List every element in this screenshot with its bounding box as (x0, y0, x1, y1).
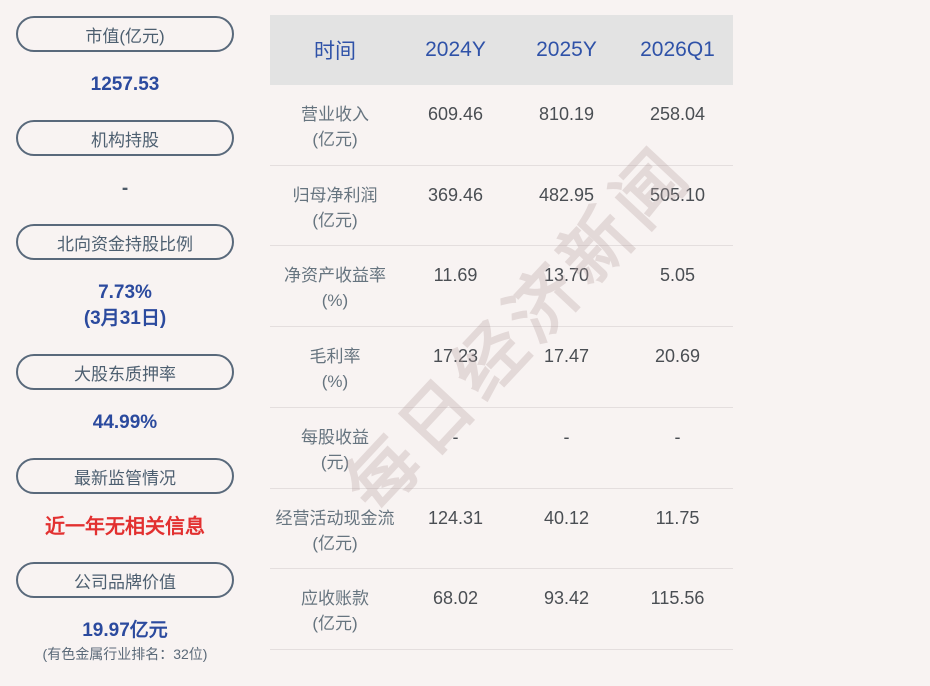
row-label-name: 毛利率 (309, 347, 361, 367)
info-item-institutional-holdings: 机构持股 - (16, 120, 234, 202)
table-row: 营业收入 (亿元) 609.46 810.19 258.04 (270, 85, 733, 166)
pill-major-shareholder-pledge-ratio[interactable]: 大股东质押率 (16, 354, 234, 390)
row-label-unit: (亿元) (312, 614, 358, 634)
sidebar: 市值(亿元) 1257.53 机构持股 - 北向资金持股比例 7.73% (3月31日) 大股… (16, 16, 234, 686)
row-label: 毛利率 (%) (270, 344, 400, 394)
column-header-2024Y: 2024Y (425, 38, 486, 61)
row-label-unit: (亿元) (312, 130, 358, 149)
row-label: 营业收入 (亿元) (270, 102, 400, 152)
row-label-name: 营业收入 (301, 105, 369, 124)
cell-value: 17.23 (432, 346, 479, 367)
cell-value: - (674, 426, 681, 447)
row-label-name: 经营活动现金流 (275, 508, 395, 528)
row-label: 每股收益 (元) (270, 425, 400, 475)
cell-value: 810.19 (538, 104, 595, 124)
row-label-name: 每股收益 (301, 427, 369, 447)
value-note-company-brand-value: (有色金属行业排名：32位) (42, 646, 208, 662)
value-company-brand-value: 19.97亿元 (有色金属行业排名：32位) (16, 618, 234, 664)
pill-latest-regulatory-status[interactable]: 最新监管情况 (16, 458, 234, 494)
pill-company-brand-value[interactable]: 公司品牌价值 (16, 562, 234, 598)
row-label-name: 归母净利润 (292, 185, 378, 205)
row-label-unit: (元) (320, 452, 350, 472)
pill-northbound-holding-ratio[interactable]: 北向资金持股比例 (16, 224, 234, 260)
table-row: 应收账款 (亿元) 68.02 93.42 115.56 (270, 569, 733, 650)
value-line: (3月31日) (83, 308, 167, 329)
value-major-shareholder-pledge-ratio: 44.99% (16, 410, 234, 436)
table-header-row: 时间 2024Y 2025Y 2026Q1 (270, 15, 733, 85)
cell-value: 40.12 (543, 507, 590, 528)
info-item-company-brand-value: 公司品牌价值 19.97亿元 (有色金属行业排名：32位) (16, 562, 234, 664)
pill-market-cap[interactable]: 市值(亿元) (16, 16, 234, 52)
cell-value: 505.10 (649, 184, 706, 205)
cell-value: 68.02 (432, 588, 479, 609)
column-header-2025Y: 2025Y (536, 38, 597, 61)
cell-value: 609.46 (427, 104, 484, 124)
table-body: 营业收入 (亿元) 609.46 810.19 258.04 归母净利润 (亿元) 369.4… (270, 85, 733, 650)
row-label-unit: (亿元) (312, 210, 358, 230)
value-line: 44.99% (92, 412, 158, 433)
value-northbound-holding-ratio: 7.73% (3月31日) (16, 280, 234, 332)
value-latest-regulatory-status: 近一年无相关信息 (16, 514, 234, 540)
info-item-market-cap: 市值(亿元) 1257.53 (16, 16, 234, 98)
info-item-latest-regulatory-status: 最新监管情况近一年无相关信息 (16, 458, 234, 540)
row-label: 归母净利润 (亿元) (270, 183, 400, 233)
table-row: 净资产收益率 (%) 11.69 13.70 5.05 (270, 246, 733, 328)
column-header-2026Q1: 2026Q1 (640, 38, 715, 61)
cell-value: 124.31 (427, 507, 484, 528)
cell-value: - (563, 426, 570, 447)
cell-value: 11.69 (433, 265, 478, 286)
info-item-northbound-holding-ratio: 北向资金持股比例 7.73% (3月31日) (16, 224, 234, 332)
cell-value: 13.70 (543, 265, 590, 286)
value-line: 1257.53 (90, 74, 160, 95)
value-line: 近一年无相关信息 (45, 516, 205, 538)
table-row: 毛利率 (%) 17.23 17.47 20.69 (270, 327, 733, 408)
cell-value: 5.05 (659, 265, 696, 286)
value-institutional-holdings: - (16, 176, 234, 202)
value-market-cap: 1257.53 (16, 72, 234, 98)
table-row: 每股收益 (元) - - - (270, 408, 733, 489)
table-row: 归母净利润 (亿元) 369.46 482.95 505.10 (270, 166, 733, 247)
value-line: 7.73% (98, 282, 152, 303)
value-line: 19.97亿元 (82, 620, 168, 641)
row-label-unit: (%) (321, 372, 349, 392)
row-label-name: 净资产收益率 (284, 266, 386, 286)
row-label-unit: (%) (321, 291, 349, 311)
financial-table: 时间 2024Y 2025Y 2026Q1 营业收入 (亿元) 609.46 810.19 2… (270, 15, 733, 650)
cell-value: - (452, 426, 459, 447)
cell-value: 17.47 (543, 346, 590, 367)
table-row: 经营活动现金流 (亿元) 124.31 40.12 11.75 (270, 489, 733, 570)
row-label-name: 应收账款 (301, 589, 369, 609)
cell-value: 482.95 (538, 184, 595, 205)
cell-value: 258.04 (649, 104, 706, 124)
pill-institutional-holdings[interactable]: 机构持股 (16, 120, 234, 156)
row-label: 经营活动现金流 (亿元) (270, 506, 400, 556)
cell-value: 369.46 (427, 184, 484, 205)
cell-value: 93.42 (543, 588, 590, 609)
info-item-major-shareholder-pledge-ratio: 大股东质押率 44.99% (16, 354, 234, 436)
value-line: - (121, 178, 129, 199)
cell-value: 115.56 (650, 588, 705, 609)
row-label-unit: (亿元) (312, 533, 358, 553)
column-header-时间: 时间 (314, 40, 356, 63)
row-label: 净资产收益率 (%) (270, 263, 400, 313)
row-label: 应收账款 (亿元) (270, 586, 400, 636)
cell-value: 11.75 (655, 507, 700, 528)
cell-value: 20.69 (654, 346, 701, 367)
